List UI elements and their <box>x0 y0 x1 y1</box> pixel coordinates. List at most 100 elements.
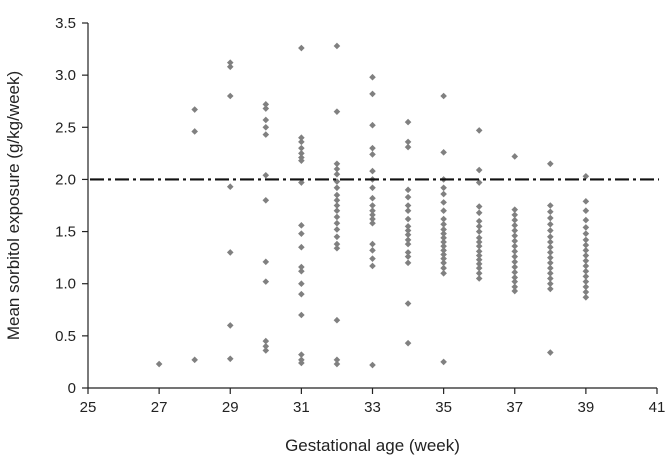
data-point <box>511 242 519 250</box>
data-point <box>404 207 412 215</box>
data-point <box>511 206 519 213</box>
data-point <box>226 355 234 363</box>
data-point <box>582 293 590 301</box>
data-point <box>369 184 376 192</box>
data-point <box>369 240 376 248</box>
data-point <box>369 219 376 227</box>
data-point <box>440 242 447 250</box>
data-point <box>547 269 554 277</box>
data-point <box>333 360 341 368</box>
data-point <box>333 160 341 168</box>
data-point <box>191 128 198 135</box>
data-point <box>333 240 341 248</box>
data-point <box>440 92 447 100</box>
data-point <box>404 202 412 209</box>
data-point <box>475 127 483 134</box>
data-point <box>475 242 483 250</box>
data-point <box>440 230 447 237</box>
data-point <box>262 258 270 266</box>
data-point <box>369 211 376 219</box>
data-point <box>298 157 305 164</box>
data-point <box>582 273 590 280</box>
y-tick-label: 2.5 <box>55 119 76 136</box>
data-point <box>440 264 447 272</box>
data-point <box>475 256 483 264</box>
data-point <box>369 121 376 129</box>
data-point <box>333 191 341 199</box>
data-point <box>547 208 554 216</box>
data-point <box>333 165 341 173</box>
data-point <box>511 258 519 266</box>
data-point <box>262 278 270 285</box>
data-point <box>440 255 447 262</box>
data-point <box>298 144 305 152</box>
data-point <box>262 337 270 345</box>
data-point <box>404 249 412 256</box>
data-point <box>333 244 341 252</box>
data-point <box>440 215 447 223</box>
y-tick-label: 1.0 <box>55 276 76 293</box>
data-point <box>547 285 554 293</box>
data-point <box>333 233 341 241</box>
x-tick-label: 29 <box>222 399 239 416</box>
data-point <box>440 247 447 254</box>
data-point <box>404 193 412 201</box>
data-point <box>511 253 519 260</box>
data-point <box>333 356 341 364</box>
data-point <box>191 106 198 113</box>
data-point <box>440 358 447 366</box>
data-point <box>511 211 519 219</box>
data-point <box>298 359 305 367</box>
data-point <box>226 322 234 329</box>
data-point <box>582 198 590 205</box>
data-point <box>369 90 376 98</box>
data-point <box>440 238 447 246</box>
data-point <box>511 287 519 295</box>
data-point <box>333 184 341 192</box>
data-point <box>404 143 412 151</box>
data-point <box>298 179 305 186</box>
x-axis-ticks: 25 27 29 31 33 35 37 39 41 <box>80 388 665 416</box>
data-point <box>404 231 412 238</box>
data-point <box>511 263 519 271</box>
data-point <box>298 267 305 275</box>
data-point <box>369 151 376 158</box>
data-point <box>547 264 554 272</box>
data-point <box>475 252 483 259</box>
y-tick-label: 2.0 <box>55 171 76 188</box>
data-point <box>440 220 447 228</box>
data-point <box>298 138 305 146</box>
data-point <box>475 209 483 217</box>
y-axis-ticks: 0 0.5 1.0 1.5 2.0 2.5 3.0 3.5 <box>55 15 88 397</box>
data-point <box>404 223 412 230</box>
data-point <box>440 199 447 206</box>
data-point <box>547 214 554 222</box>
data-point <box>582 262 590 270</box>
data-point <box>547 349 554 356</box>
data-point <box>440 269 447 277</box>
data-point <box>404 339 412 347</box>
y-tick-label: 0 <box>68 380 76 397</box>
data-point <box>404 186 412 194</box>
data-point <box>547 160 554 168</box>
y-tick-label: 0.5 <box>55 328 76 345</box>
x-tick-label: 39 <box>578 399 595 416</box>
data-point <box>547 280 554 288</box>
data-point <box>369 202 376 209</box>
data-point <box>369 361 376 369</box>
x-tick-label: 27 <box>151 399 168 416</box>
data-point <box>369 215 376 223</box>
data-point <box>582 288 590 296</box>
data-point <box>226 92 234 100</box>
y-tick-label: 1.5 <box>55 224 76 241</box>
data-point <box>440 226 447 233</box>
data-point <box>226 183 234 191</box>
data-point <box>440 207 447 215</box>
data-point <box>404 118 412 126</box>
data-point <box>475 228 483 235</box>
data-point <box>547 238 554 246</box>
data-point <box>298 230 305 237</box>
data-point <box>475 179 483 186</box>
data-point <box>547 254 554 261</box>
